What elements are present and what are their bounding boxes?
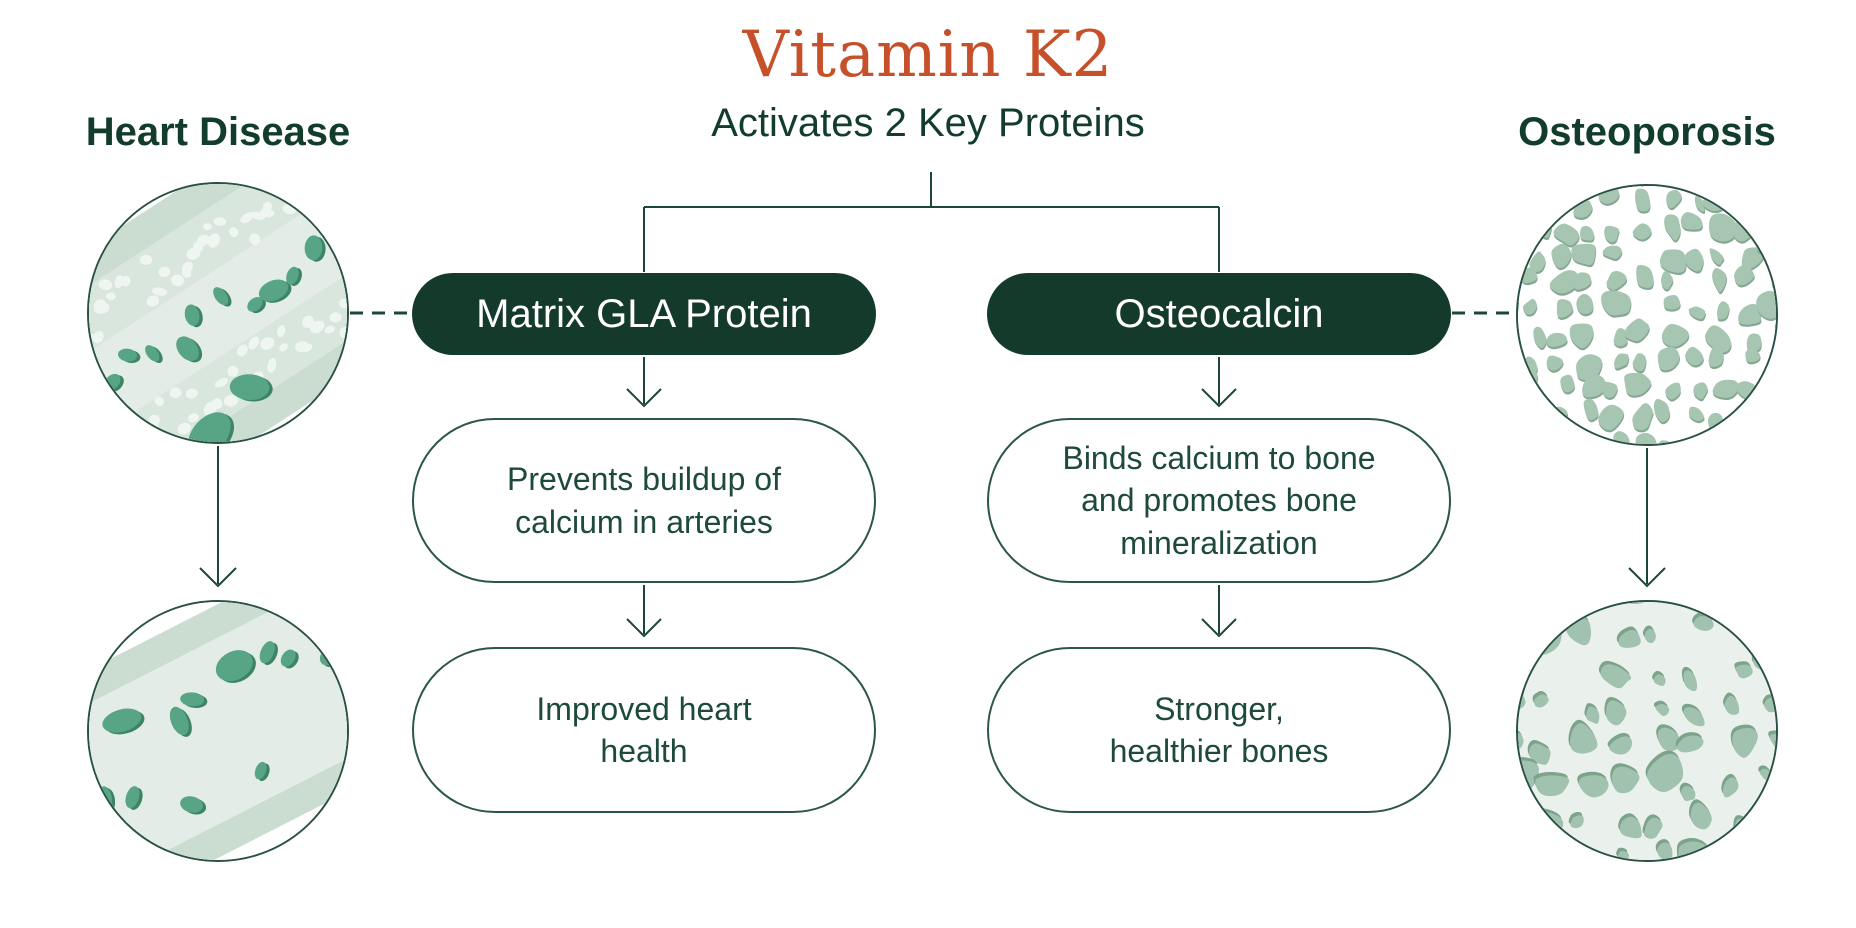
osteoporotic-bone-svg <box>1518 186 1776 444</box>
protein-pill-osteocalcin-label: Osteocalcin <box>1114 291 1324 336</box>
heading-osteoporosis: Osteoporosis <box>1518 110 1776 154</box>
tree-connector <box>643 172 1220 272</box>
healthy-artery-illustration <box>87 600 349 862</box>
protein-pill-matrix-gla: Matrix GLA Protein <box>412 273 876 355</box>
arrow-pill-to-effect-right <box>1201 357 1237 408</box>
outcome-box-bone: Stronger, healthier bones <box>987 647 1451 813</box>
diseased-artery-svg <box>89 184 347 442</box>
effect-box-heart: Prevents buildup of calcium in arteries <box>412 418 876 583</box>
page-subtitle: Activates 2 Key Proteins <box>711 101 1145 145</box>
arrow-diseased-to-healthy-artery <box>199 446 237 588</box>
arrow-porous-to-healthy-bone <box>1628 448 1666 588</box>
protein-pill-osteocalcin: Osteocalcin <box>987 273 1451 355</box>
arrow-effect-to-outcome-right <box>1201 585 1237 638</box>
page-title: Vitamin K2 <box>742 18 1114 92</box>
osteoporotic-bone-illustration <box>1516 184 1778 446</box>
heading-heart-disease: Heart Disease <box>85 110 351 154</box>
healthy-artery-svg <box>89 602 347 860</box>
protein-pill-matrix-gla-label: Matrix GLA Protein <box>476 291 812 336</box>
diseased-artery-illustration <box>87 182 349 444</box>
effect-box-bone: Binds calcium to bone and promotes bone … <box>987 418 1451 583</box>
arrow-effect-to-outcome-left <box>626 585 662 638</box>
arrow-pill-to-effect-left <box>626 357 662 408</box>
healthy-bone-svg <box>1518 602 1776 860</box>
outcome-box-heart: Improved heart health <box>412 647 876 813</box>
healthy-bone-illustration <box>1516 600 1778 862</box>
